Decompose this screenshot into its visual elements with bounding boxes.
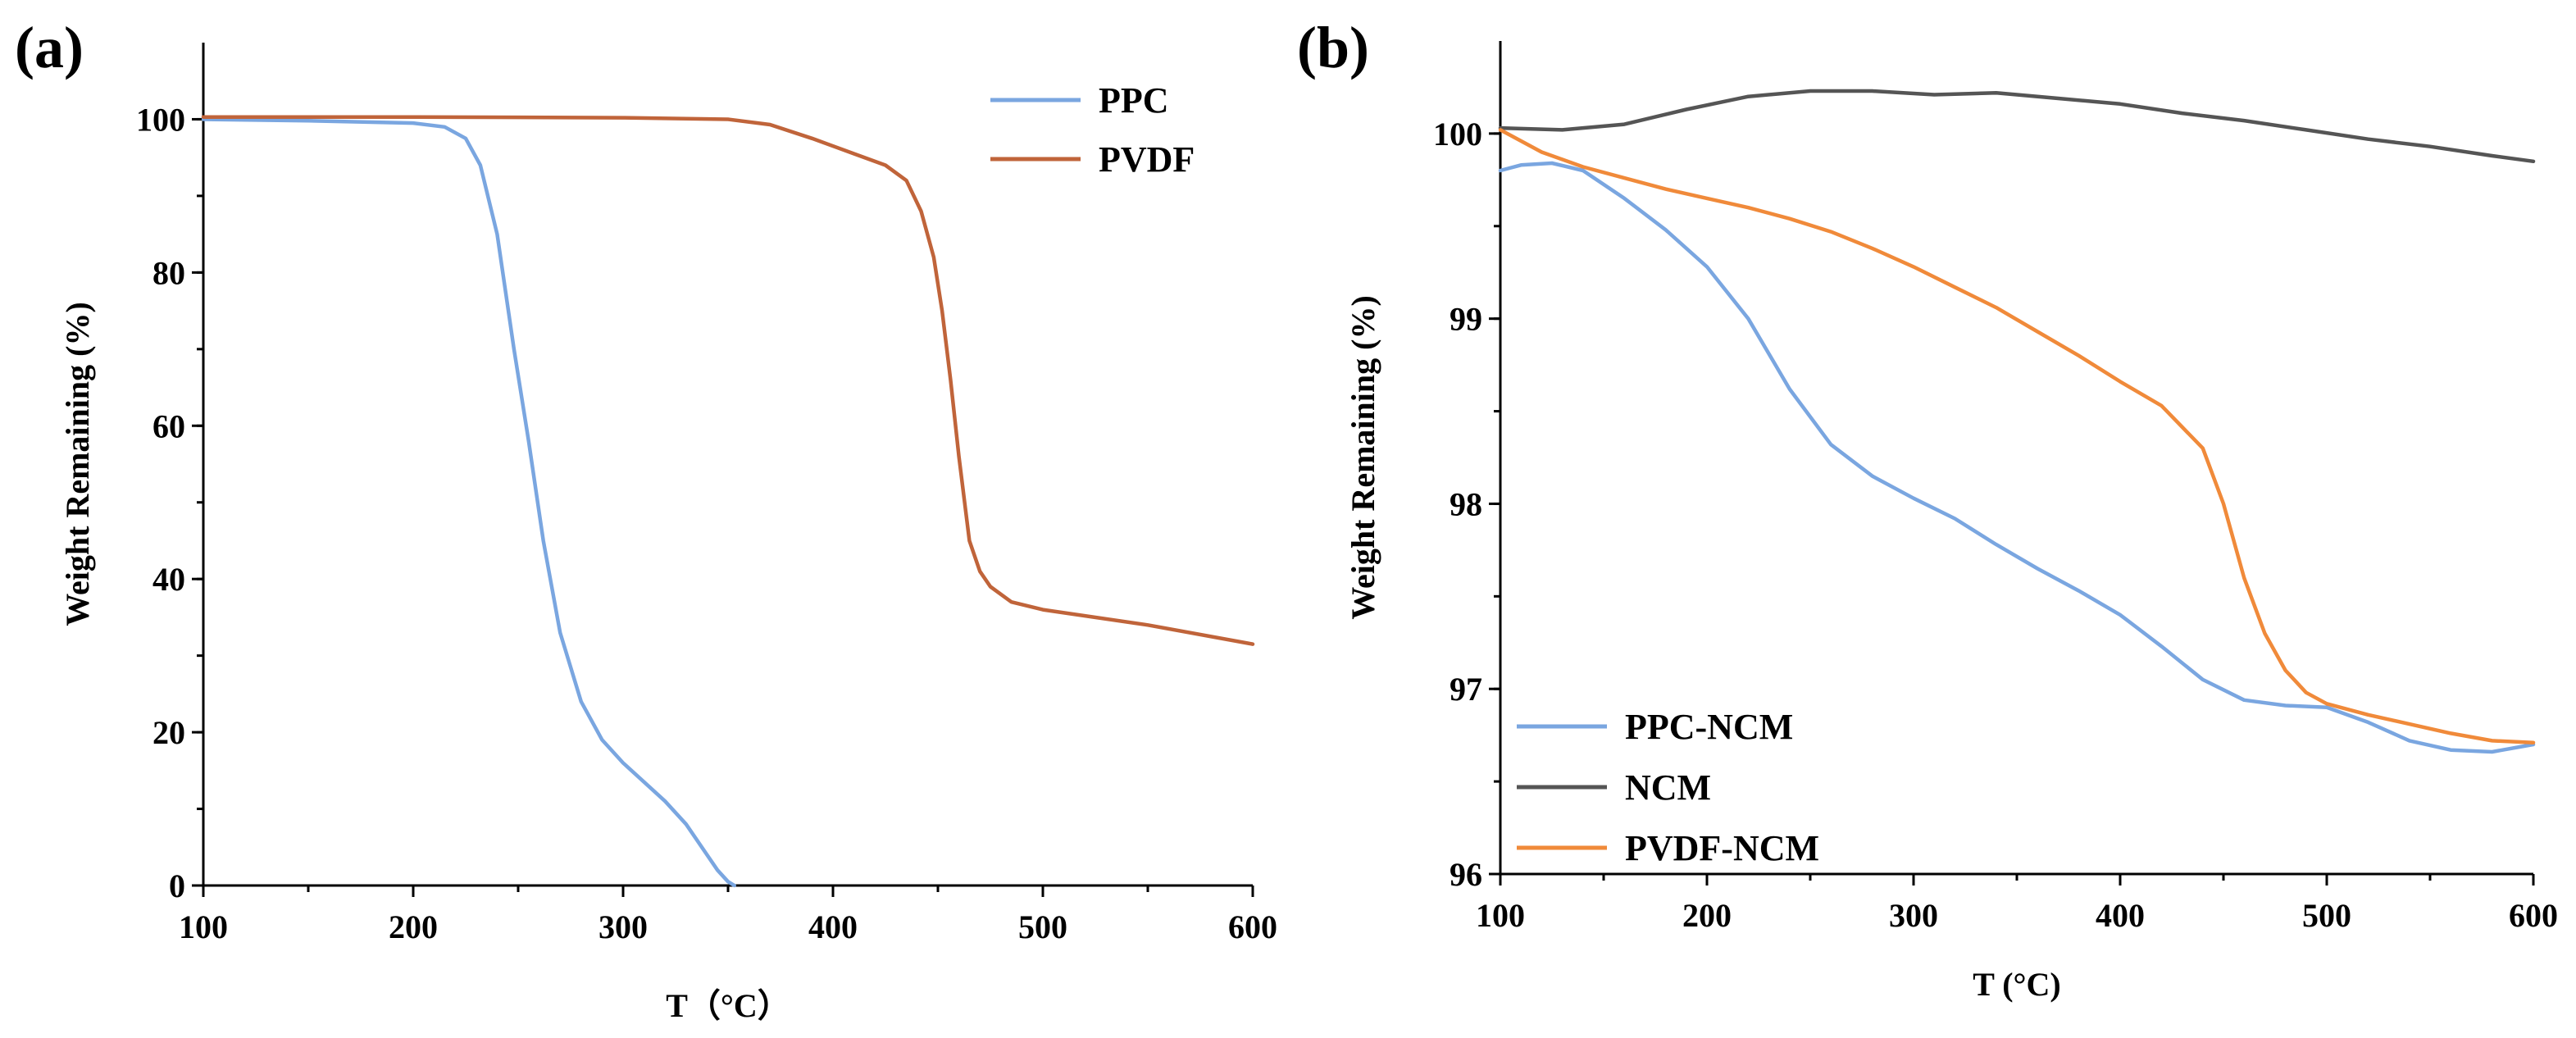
panel-label: (a) [15, 15, 84, 80]
legend-label-pvdf-ncm: PVDF-NCM [1625, 828, 1819, 868]
legend-label-ncm: NCM [1625, 767, 1711, 808]
y-tick-label: 40 [152, 561, 185, 598]
x-tick-label: 100 [179, 908, 228, 945]
y-tick-label: 100 [1433, 116, 1482, 153]
y-tick-label: 100 [136, 101, 185, 138]
x-tick-label: 400 [2096, 897, 2145, 934]
y-axis-title: Weight Remaining (%) [1345, 295, 1381, 620]
y-axis-title: Weight Remaining (%) [59, 302, 96, 626]
y-tick-label: 97 [1450, 671, 1482, 708]
x-axis-title: T（°C） [666, 987, 790, 1024]
y-tick-label: 0 [169, 867, 185, 904]
x-axis-title: T (°C) [1973, 966, 2060, 1003]
x-tick-label: 300 [598, 908, 648, 945]
y-tick-label: 96 [1450, 856, 1482, 893]
x-tick-label: 600 [2509, 897, 2558, 934]
series-line-pvdf [201, 115, 1255, 646]
x-tick-label: 500 [2302, 897, 2351, 934]
x-tick-label: 300 [1889, 897, 1938, 934]
y-tick-label: 20 [152, 714, 185, 751]
y-tick-label: 99 [1450, 301, 1482, 338]
panel-label: (b) [1297, 15, 1369, 80]
x-tick-label: 500 [1018, 908, 1067, 945]
series-line-ppc [201, 117, 736, 888]
chart-panel-b: (b) 100 200 300 400 500 600 96 97 98 99 100 T (°C) We… [1297, 15, 2558, 1003]
y-tick-label: 60 [152, 407, 185, 444]
x-tick-label: 600 [1228, 908, 1277, 945]
x-tick-label: 100 [1476, 897, 1525, 934]
legend-label-pvdf: PVDF [1099, 139, 1195, 180]
legend-label-ppc: PPC [1099, 80, 1169, 121]
y-tick-label: 80 [152, 254, 185, 291]
series-line-pvdf-ncm [1498, 128, 2536, 744]
series-line-ncm [1498, 89, 2536, 164]
y-tick-label: 98 [1450, 485, 1482, 522]
chart-panel-a: (a) 100 200 300 400 500 600 0 20 40 60 80 100 T（°C） We… [15, 15, 1277, 1024]
x-tick-label: 400 [808, 908, 858, 945]
legend-label-ppc-ncm: PPC-NCM [1625, 707, 1793, 747]
x-tick-label: 200 [1682, 897, 1732, 934]
series-line-ppc-ncm [1498, 161, 2536, 754]
x-tick-label: 200 [389, 908, 438, 945]
